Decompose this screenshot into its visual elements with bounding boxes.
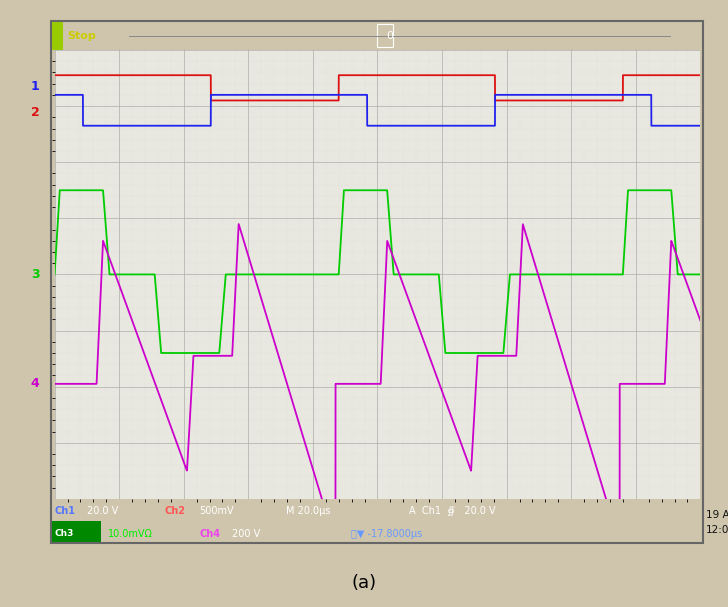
- Bar: [52, 521, 101, 546]
- Text: Stop: Stop: [67, 30, 96, 41]
- Text: 0: 0: [387, 30, 393, 41]
- Text: ⬛▼ -17.8000μs: ⬛▼ -17.8000μs: [351, 529, 422, 538]
- Text: Ch1: Ch1: [54, 506, 75, 517]
- Text: 1: 1: [31, 80, 39, 93]
- Text: M 20.0μs: M 20.0μs: [285, 506, 330, 517]
- Text: 19 Apr  2007: 19 Apr 2007: [706, 510, 728, 520]
- Text: Ch2: Ch2: [165, 506, 186, 517]
- Text: 20.0 V: 20.0 V: [87, 506, 118, 517]
- Text: A  Ch1  ∯   20.0 V: A Ch1 ∯ 20.0 V: [409, 506, 496, 517]
- Text: Ch3: Ch3: [54, 529, 74, 538]
- Bar: [51, 21, 63, 50]
- Text: 3: 3: [31, 268, 39, 281]
- Text: 2: 2: [31, 106, 39, 120]
- Text: 4: 4: [31, 378, 39, 390]
- Text: (a): (a): [352, 574, 376, 592]
- Text: 12:02:20: 12:02:20: [706, 525, 728, 535]
- Text: 200 V: 200 V: [232, 529, 261, 538]
- Text: 10.0mVΩ: 10.0mVΩ: [108, 529, 153, 538]
- Text: 500mV: 500mV: [199, 506, 234, 517]
- Text: Ch4: Ch4: [199, 529, 221, 538]
- Bar: [377, 24, 393, 47]
